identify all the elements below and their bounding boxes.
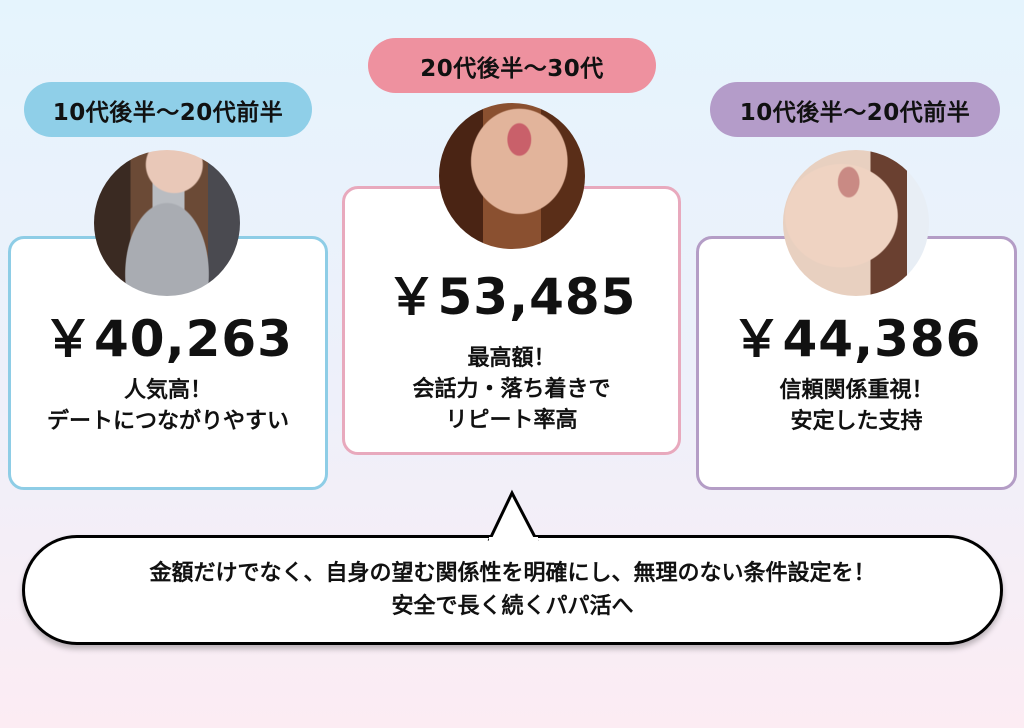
desc-line: 信頼関係重視！: [779, 378, 934, 403]
desc-line: 最高額！: [467, 346, 556, 371]
desc-center: 最高額！ 会話力・落ち着きで リピート率高: [345, 343, 678, 436]
desc-line: 会話力・落ち着きで: [412, 377, 611, 402]
price-center: ￥53,485: [386, 268, 637, 326]
age-label-center: 20代後半〜30代: [368, 38, 656, 93]
desc-line: 人気高！: [123, 378, 212, 403]
price-left: ￥40,263: [43, 310, 293, 368]
price-right: ￥44,386: [731, 310, 982, 368]
message-line-1: 金額だけでなく、自身の望む関係性を明確にし、無理のない条件設定を！: [149, 561, 876, 586]
desc-left: 人気高！ デートにつながりやすい: [11, 375, 325, 437]
desc-line: デートにつながりやすい: [46, 409, 289, 434]
message-bubble: 金額だけでなく、自身の望む関係性を明確にし、無理のない条件設定を！ 安全で長く続…: [22, 535, 1003, 645]
photo-woman-left: [94, 150, 240, 296]
desc-right: 信頼関係重視！ 安定した支持: [699, 375, 1014, 437]
desc-line: 安定した支持: [790, 409, 923, 434]
photo-woman-right: [783, 150, 929, 296]
message-line-2: 安全で長く続くパパ活へ: [391, 594, 634, 619]
age-label-left: 10代後半〜20代前半: [24, 82, 312, 137]
desc-line: リピート率高: [445, 408, 578, 433]
age-label-right: 10代後半〜20代前半: [710, 82, 1000, 137]
photo-woman-center: [439, 103, 585, 249]
